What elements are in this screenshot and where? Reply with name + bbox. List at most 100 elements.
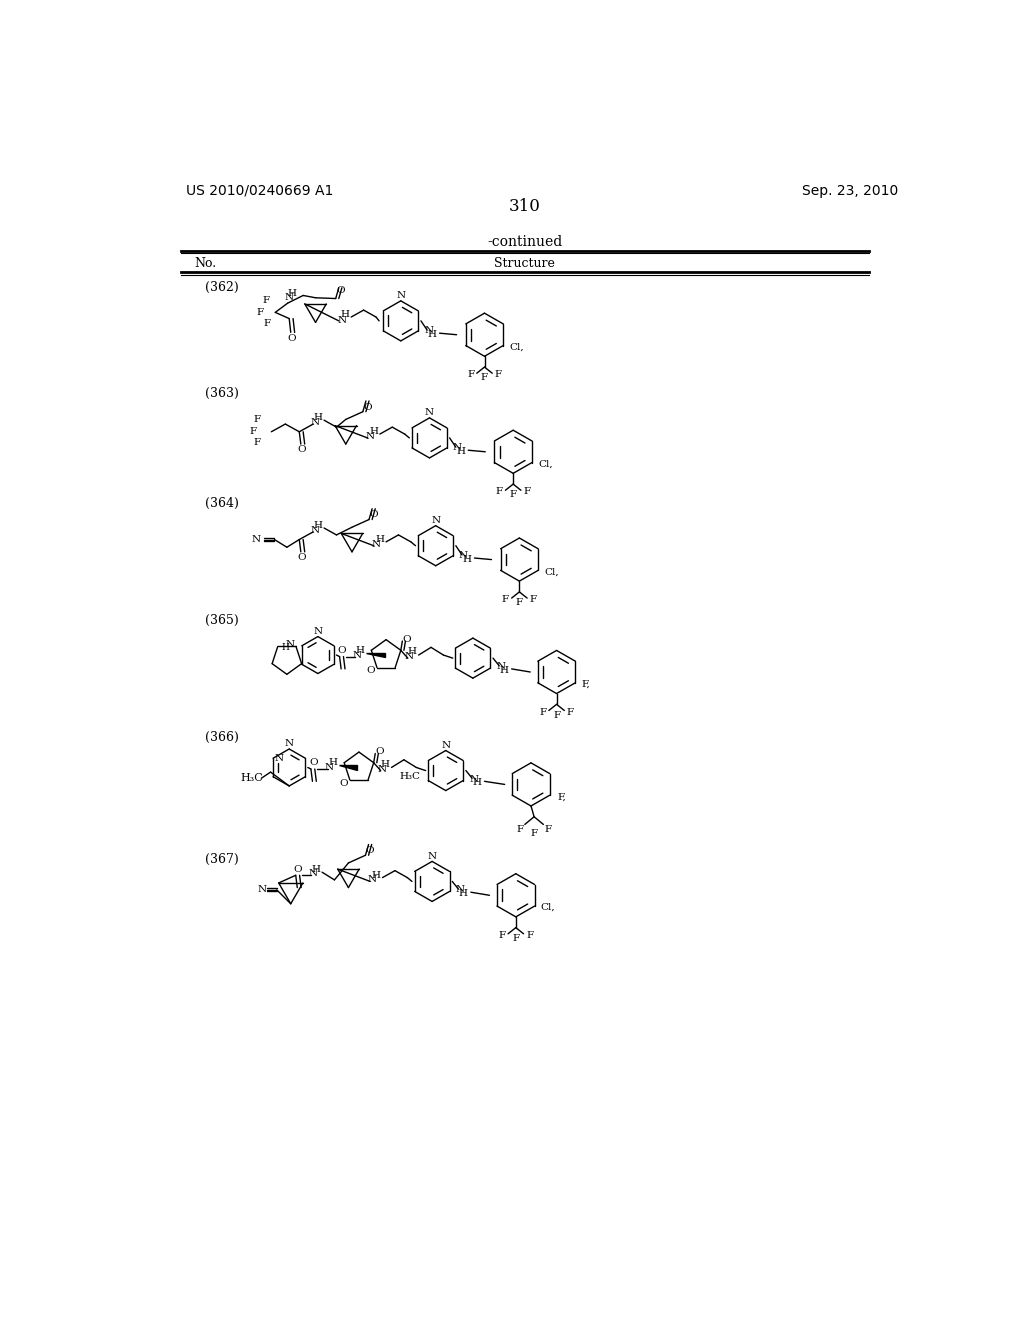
Text: F: F [553,710,560,719]
Text: N: N [459,552,468,560]
Text: H₃C: H₃C [241,774,263,783]
Text: N: N [285,739,294,748]
Text: H: H [282,643,289,652]
Text: F: F [529,595,537,605]
Text: N: N [285,293,294,301]
Text: O: O [366,846,375,855]
Text: N: N [396,290,406,300]
Text: Sep. 23, 2010: Sep. 23, 2010 [802,183,898,198]
Text: (363): (363) [206,387,240,400]
Text: H: H [372,871,381,879]
Text: O: O [339,779,348,788]
Text: H: H [376,535,384,544]
Text: (366): (366) [206,731,240,744]
Text: US 2010/0240669 A1: US 2010/0240669 A1 [186,183,334,198]
Polygon shape [339,766,357,770]
Text: 310: 310 [509,198,541,215]
Text: F: F [249,428,256,436]
Text: N: N [313,627,323,636]
Text: (362): (362) [206,280,240,293]
Text: H: H [408,648,417,656]
Text: H: H [456,447,465,457]
Text: H: H [381,760,390,768]
Text: H: H [313,521,323,531]
Text: O: O [294,865,302,874]
Text: N: N [368,875,377,884]
Text: H₃C: H₃C [399,772,421,781]
Text: H: H [370,428,378,436]
Text: N: N [453,444,462,453]
Text: N: N [497,663,505,671]
Text: F: F [495,371,502,379]
Text: Cl,: Cl, [539,459,553,469]
Text: H: H [313,413,323,422]
Text: O: O [336,286,345,296]
Text: (364): (364) [206,496,240,510]
Text: H: H [427,330,436,339]
Text: H: H [288,289,297,297]
Polygon shape [366,653,385,657]
Text: H: H [311,865,321,874]
Text: N: N [431,516,440,525]
Text: -continued: -continued [487,235,562,248]
Text: F,: F, [557,792,566,801]
Text: H: H [472,779,481,787]
Text: N: N [456,886,465,895]
Text: N: N [404,652,414,661]
Text: H: H [500,667,508,675]
Text: O: O [287,334,296,343]
Text: N: N [310,525,319,535]
Text: F: F [512,935,519,942]
Text: Cl,: Cl, [541,903,555,912]
Text: H: H [328,759,337,767]
Text: N: N [274,754,284,763]
Text: N: N [378,764,387,774]
Text: F: F [530,829,538,838]
Text: O: O [364,403,372,412]
Text: F: F [499,931,506,940]
Text: N: N [428,851,436,861]
Text: (367): (367) [206,853,240,866]
Text: F: F [516,598,523,607]
Text: N: N [257,886,266,895]
Text: Structure: Structure [495,257,555,271]
Text: N: N [251,535,260,544]
Text: F: F [262,296,269,305]
Text: (365): (365) [206,614,240,627]
Text: F: F [481,374,488,383]
Text: F: F [254,414,261,424]
Text: N: N [372,540,381,549]
Text: F: F [256,308,263,317]
Text: F: F [526,931,534,940]
Text: F: F [539,708,546,717]
Text: F: F [467,371,474,379]
Text: F: F [523,487,530,496]
Text: N: N [424,326,433,335]
Text: H: H [341,310,349,319]
Text: O: O [367,667,375,675]
Text: F: F [516,825,523,833]
Text: F: F [496,487,503,496]
Text: N: N [352,651,361,660]
Text: N: N [366,432,375,441]
Text: O: O [402,635,412,644]
Text: F: F [510,491,517,499]
Text: F: F [264,318,271,327]
Text: F,: F, [582,680,590,689]
Text: H: H [355,645,365,655]
Text: N: N [469,775,478,784]
Text: H: H [459,890,468,898]
Text: F: F [545,825,552,833]
Text: F: F [567,708,574,717]
Text: F: F [502,595,509,605]
Text: Cl,: Cl, [510,343,524,351]
Text: O: O [370,511,378,519]
Text: O: O [297,553,306,562]
Text: N: N [441,741,451,750]
Text: O: O [338,645,346,655]
Text: N: N [325,763,334,772]
Text: O: O [297,445,306,454]
Text: H: H [462,556,471,564]
Text: O: O [376,747,384,756]
Text: O: O [309,759,317,767]
